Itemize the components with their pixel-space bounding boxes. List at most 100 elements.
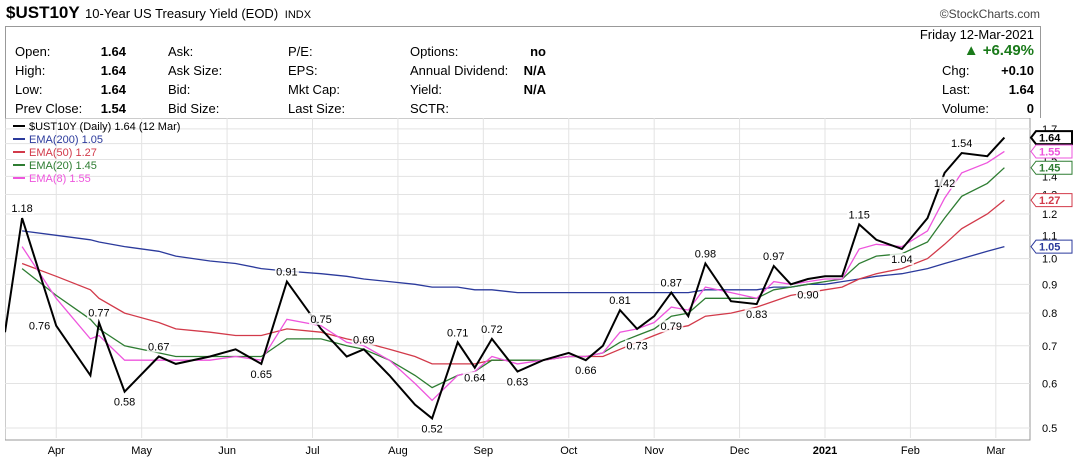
month-label: Apr	[48, 445, 65, 457]
ask-label: Ask:	[168, 44, 194, 59]
ticker-symbol: $UST10Y	[6, 3, 80, 22]
data-label: 1.42	[934, 178, 955, 190]
data-label: 0.69	[353, 334, 374, 346]
data-label: 0.79	[661, 321, 682, 333]
ask-size-label: Ask Size:	[168, 63, 223, 78]
annotation-bg	[761, 250, 786, 263]
data-label: 0.65	[251, 369, 272, 381]
data-label: 1.18	[11, 203, 32, 215]
data-label: 1.54	[951, 138, 972, 150]
prev-close-label: Prev Close:	[15, 101, 83, 116]
bid-label: Bid:	[168, 82, 191, 97]
y-tick-label: 0.5	[1042, 423, 1057, 435]
data-label: 0.64	[464, 373, 485, 385]
annotation-bg	[744, 308, 769, 321]
data-label: 0.97	[763, 251, 784, 263]
month-label: May	[131, 445, 152, 457]
exchange-label: INDX	[284, 9, 312, 21]
annotation-bg	[573, 364, 598, 377]
last-label: Last:	[942, 82, 971, 97]
eps-label: EPS:	[288, 63, 318, 78]
data-label: 0.72	[481, 324, 502, 336]
legend-entry: EMA(50) 1.27	[29, 147, 97, 159]
prev-close-value: 1.54	[100, 101, 126, 116]
change-percent: ▲ +6.49%	[963, 42, 1034, 59]
data-label: 0.67	[148, 341, 169, 353]
month-label: Feb	[901, 445, 920, 457]
data-label: 1.15	[848, 209, 869, 221]
month-label: Jul	[305, 445, 319, 457]
data-label: 0.76	[29, 321, 50, 333]
chg-value: +0.10	[1001, 63, 1034, 78]
month-label: Jun	[218, 445, 236, 457]
quote-date: Friday 12-Mar-2021	[919, 27, 1034, 42]
annotation-bg	[889, 252, 914, 265]
series-line-ema200	[22, 230, 1005, 294]
data-label: 0.83	[746, 309, 767, 321]
value-badge-ema50	[1030, 193, 1073, 208]
annotation-bg	[309, 312, 334, 325]
data-label: 0.63	[507, 377, 528, 389]
description-text: 10-Year US Treasury Yield (EOD)	[85, 6, 279, 21]
legend-entry: EMA(20) 1.45	[29, 160, 97, 172]
price-chart[interactable]: 0.50.60.70.80.91.01.11.21.31.41.51.61.7A…	[5, 118, 1080, 459]
annotation-bg	[479, 322, 504, 335]
annotation-bg	[112, 395, 137, 408]
chart-header: $UST10Y 10-Year US Treasury Yield (EOD) …	[0, 0, 1080, 26]
annotation-bg	[847, 208, 872, 221]
annotation-bg	[274, 265, 299, 278]
annotation-bg	[625, 339, 650, 352]
plot-area	[5, 118, 1031, 441]
y-tick-label: 1.2	[1042, 209, 1057, 221]
legend-entry: $UST10Y (Daily) 1.64 (12 Mar)	[29, 121, 180, 133]
options-label: Options:	[410, 44, 459, 59]
month-label: Nov	[644, 445, 664, 457]
dividend-value: N/A	[523, 63, 546, 78]
sctr-label: SCTR:	[410, 101, 449, 116]
chg-label: Chg:	[942, 63, 970, 78]
value-badge-label: 1.45	[1039, 163, 1060, 175]
month-label: 2021	[813, 445, 837, 457]
annotation-bg	[462, 371, 487, 384]
annotation-bg	[420, 422, 445, 435]
legend: $UST10Y (Daily) 1.64 (12 Mar)EMA(200) 1.…	[13, 121, 180, 185]
annotation-bg	[505, 375, 530, 388]
bid-size-label: Bid Size:	[168, 101, 220, 116]
annotation-bg	[445, 326, 470, 339]
data-label: 0.91	[276, 267, 297, 279]
data-label: 0.87	[661, 278, 682, 290]
month-label: Oct	[560, 445, 577, 457]
data-label: 0.58	[114, 397, 135, 409]
legend-entry: EMA(200) 1.05	[29, 134, 103, 146]
dividend-label: Annual Dividend:	[410, 63, 509, 78]
annotation-bg	[10, 202, 35, 215]
annotation-bg	[249, 367, 274, 380]
annotation-bg	[351, 333, 376, 346]
value-badge-label: 1.55	[1039, 146, 1060, 158]
series-line-price	[5, 136, 1006, 421]
y-tick-label: 1.1	[1042, 230, 1057, 242]
month-label: Sep	[474, 445, 494, 457]
annotation-bg	[608, 294, 632, 307]
value-badge-ema20	[1030, 160, 1073, 175]
last-value: 1.64	[1008, 82, 1034, 97]
month-label: Mar	[986, 445, 1005, 457]
data-label: 0.75	[310, 314, 331, 326]
value-badge-price	[1029, 130, 1073, 146]
legend-entry: EMA(8) 1.55	[29, 173, 91, 185]
data-label: 0.73	[626, 341, 647, 353]
mkt-cap-label: Mkt Cap:	[288, 82, 341, 97]
yield-value: N/A	[523, 82, 546, 97]
value-badge-ema200	[1030, 239, 1073, 254]
y-tick-label: 1.0	[1042, 254, 1057, 266]
annotation-bg	[949, 137, 974, 150]
pe-label: P/E:	[288, 44, 313, 59]
stockcharts-logo[interactable]: ©StockCharts.com	[939, 7, 1040, 21]
annotation-bg	[795, 288, 820, 301]
high-label: High:	[15, 63, 46, 78]
ticker-description: 10-Year US Treasury Yield (EOD) INDX	[85, 6, 311, 21]
options-value: no	[530, 44, 546, 59]
data-label: 0.77	[88, 307, 109, 319]
annotation-bg	[932, 176, 957, 189]
yield-label: Yield:	[410, 82, 443, 97]
